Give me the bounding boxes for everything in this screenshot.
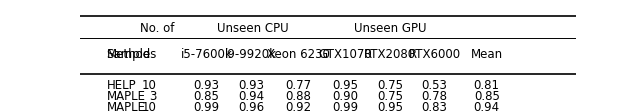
Text: 0.85: 0.85 xyxy=(193,90,220,103)
Text: 0.94: 0.94 xyxy=(238,90,264,103)
Text: 0.99: 0.99 xyxy=(193,101,220,112)
Text: RTX2080: RTX2080 xyxy=(364,48,416,61)
Text: Samples: Samples xyxy=(106,48,157,61)
Text: 0.93: 0.93 xyxy=(238,79,264,92)
Text: 0.75: 0.75 xyxy=(377,90,403,103)
Text: 0.78: 0.78 xyxy=(422,90,447,103)
Text: 0.85: 0.85 xyxy=(474,90,500,103)
Text: 0.96: 0.96 xyxy=(238,101,264,112)
Text: 0.99: 0.99 xyxy=(332,101,358,112)
Text: 0.75: 0.75 xyxy=(377,79,403,92)
Text: 0.95: 0.95 xyxy=(332,79,358,92)
Text: Xeon 6230: Xeon 6230 xyxy=(267,48,330,61)
Text: HELP: HELP xyxy=(108,79,137,92)
Text: 0.88: 0.88 xyxy=(285,90,311,103)
Text: MAPLE: MAPLE xyxy=(108,101,147,112)
Text: 0.83: 0.83 xyxy=(422,101,447,112)
Text: Method: Method xyxy=(108,48,152,61)
Text: Mean: Mean xyxy=(470,48,503,61)
Text: i5-7600k: i5-7600k xyxy=(180,48,232,61)
Text: Unseen GPU: Unseen GPU xyxy=(354,23,426,36)
Text: GTX1070: GTX1070 xyxy=(319,48,372,61)
Text: 0.92: 0.92 xyxy=(285,101,311,112)
Text: 0.95: 0.95 xyxy=(377,101,403,112)
Text: MAPLE: MAPLE xyxy=(108,90,147,103)
Text: 0.90: 0.90 xyxy=(332,90,358,103)
Text: 0.93: 0.93 xyxy=(193,79,220,92)
Text: 0.94: 0.94 xyxy=(474,101,500,112)
Text: 0.77: 0.77 xyxy=(285,79,311,92)
Text: 0.53: 0.53 xyxy=(422,79,447,92)
Text: Unseen CPU: Unseen CPU xyxy=(216,23,288,36)
Text: 0.81: 0.81 xyxy=(474,79,500,92)
Text: 3: 3 xyxy=(150,90,157,103)
Text: RTX6000: RTX6000 xyxy=(408,48,461,61)
Text: No. of: No. of xyxy=(140,23,174,36)
Text: i9-9920k: i9-9920k xyxy=(225,48,277,61)
Text: 10: 10 xyxy=(142,79,157,92)
Text: 10: 10 xyxy=(142,101,157,112)
